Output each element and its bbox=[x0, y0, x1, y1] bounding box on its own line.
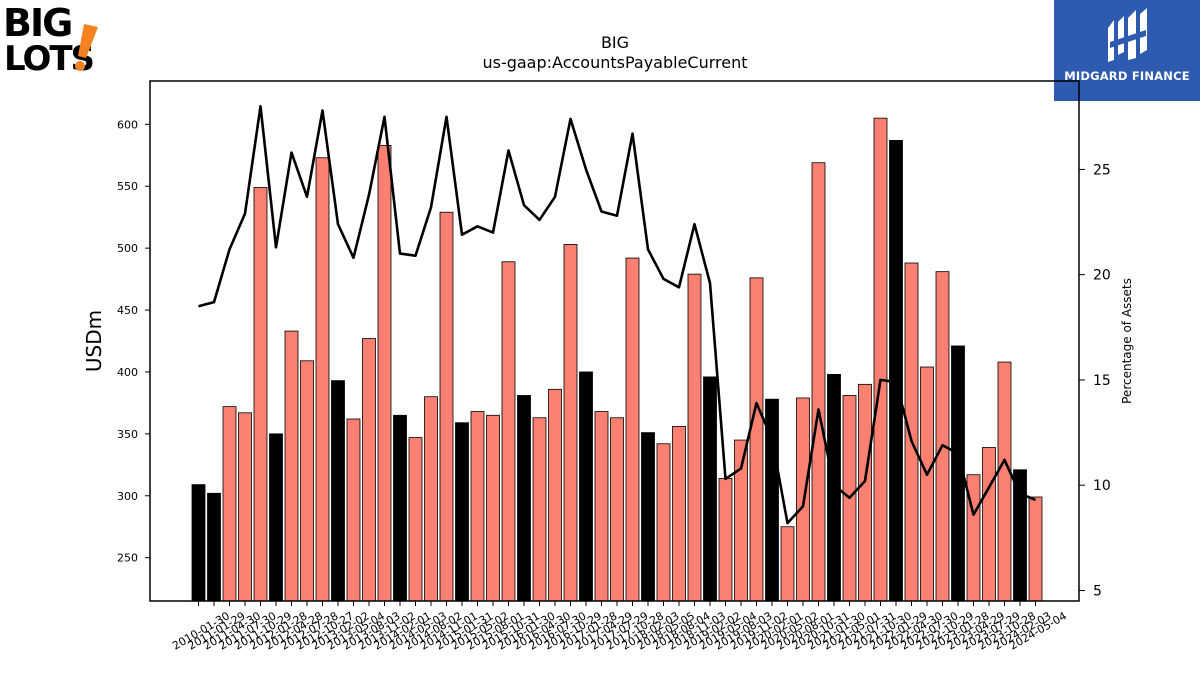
y-tick-label: 500 bbox=[117, 242, 138, 255]
quarterly-bar bbox=[563, 244, 578, 602]
percent-line-series bbox=[198, 105, 1036, 525]
quarterly-bar bbox=[594, 411, 609, 602]
annual-bar bbox=[393, 414, 407, 602]
plot-frame bbox=[149, 80, 1080, 602]
quarterly-bar bbox=[408, 437, 423, 602]
y2-tick-label: 20 bbox=[1093, 268, 1111, 284]
quarterly-bar bbox=[222, 406, 237, 602]
quarterly-bar bbox=[811, 162, 826, 602]
logo-word-big: BIG bbox=[3, 1, 71, 45]
quarterly-bar bbox=[610, 417, 624, 602]
quarterly-bar bbox=[346, 418, 361, 602]
left-y-axis: 250 300 350 400 450 500 550 600 bbox=[117, 118, 150, 565]
quarterly-bar bbox=[424, 396, 438, 602]
quarterly-bar bbox=[687, 273, 702, 602]
y-tick-label: 250 bbox=[117, 552, 138, 565]
annual-bar bbox=[579, 371, 593, 602]
annual-bar bbox=[455, 422, 469, 602]
y2-tick-label: 25 bbox=[1093, 162, 1111, 178]
annual-bar bbox=[703, 376, 717, 602]
quarterly-bar bbox=[780, 526, 795, 602]
quarterly-bar bbox=[873, 117, 888, 602]
y-tick-label: 600 bbox=[117, 118, 138, 131]
quarterly-bar bbox=[439, 211, 454, 602]
quarterly-bar bbox=[858, 383, 872, 602]
quarterly-bar bbox=[362, 338, 376, 602]
annual-bar bbox=[517, 395, 531, 602]
quarterly-bar bbox=[377, 144, 392, 602]
y-tick-label: 550 bbox=[117, 180, 138, 193]
quarterly-bar bbox=[982, 447, 996, 602]
quarterly-bar bbox=[625, 257, 640, 602]
y2-tick-label: 5 bbox=[1093, 583, 1102, 599]
quarterly-bar bbox=[997, 361, 1012, 602]
x-axis: 2010-01-302011-01-292011-04-302011-07-30… bbox=[170, 601, 1069, 653]
quarterly-bar bbox=[920, 366, 934, 602]
annual-bar bbox=[641, 432, 655, 602]
y-tick-label: 450 bbox=[117, 304, 138, 317]
big-lots-logo: BIG LOTS bbox=[0, 0, 110, 80]
y-axis-label: USDm bbox=[82, 310, 106, 372]
quarterly-bar bbox=[1028, 496, 1043, 602]
quarterly-bar bbox=[238, 412, 252, 602]
annual-bar bbox=[191, 484, 206, 602]
quarterly-bar bbox=[315, 157, 330, 602]
quarterly-bar bbox=[656, 443, 671, 602]
annual-bar bbox=[269, 433, 283, 602]
y-tick-label: 350 bbox=[117, 428, 138, 441]
annual-bar bbox=[1013, 469, 1027, 602]
bar-series bbox=[191, 117, 1043, 602]
quarterly-bar bbox=[253, 187, 268, 602]
right-y-axis: 5 10 15 20 25 bbox=[1079, 162, 1111, 599]
y-tick-label: 300 bbox=[117, 490, 138, 503]
quarterly-bar bbox=[749, 277, 764, 602]
logo-word-lots: LOTS bbox=[4, 39, 93, 79]
quarterly-bar bbox=[486, 414, 500, 602]
quarterly-bar bbox=[532, 417, 547, 602]
quarterly-bar bbox=[718, 478, 733, 602]
annual-bar bbox=[889, 140, 903, 602]
midgard-finance-wordmark: MIDGARD FINANCE bbox=[1064, 69, 1190, 83]
quarterly-bar bbox=[470, 411, 485, 602]
y2-axis-label: Percentage of Assets bbox=[1120, 278, 1134, 404]
chart-subtitle: us-gaap:AccountsPayableCurrent bbox=[482, 53, 747, 72]
y2-tick-label: 10 bbox=[1093, 478, 1111, 494]
y-tick-label: 400 bbox=[117, 366, 138, 379]
quarterly-bar bbox=[548, 388, 562, 602]
chart-title: BIG bbox=[601, 33, 629, 52]
quarterly-bar bbox=[300, 360, 314, 602]
quarterly-bar bbox=[935, 271, 950, 602]
quarterly-bar bbox=[904, 262, 919, 602]
percent-of-assets-line bbox=[198, 105, 1036, 525]
quarterly-bar bbox=[284, 330, 299, 602]
y2-tick-label: 15 bbox=[1093, 373, 1111, 389]
annual-bar bbox=[207, 492, 221, 602]
quarterly-bar bbox=[672, 426, 686, 602]
quarterly-bar bbox=[501, 261, 516, 602]
annual-bar bbox=[331, 380, 345, 602]
